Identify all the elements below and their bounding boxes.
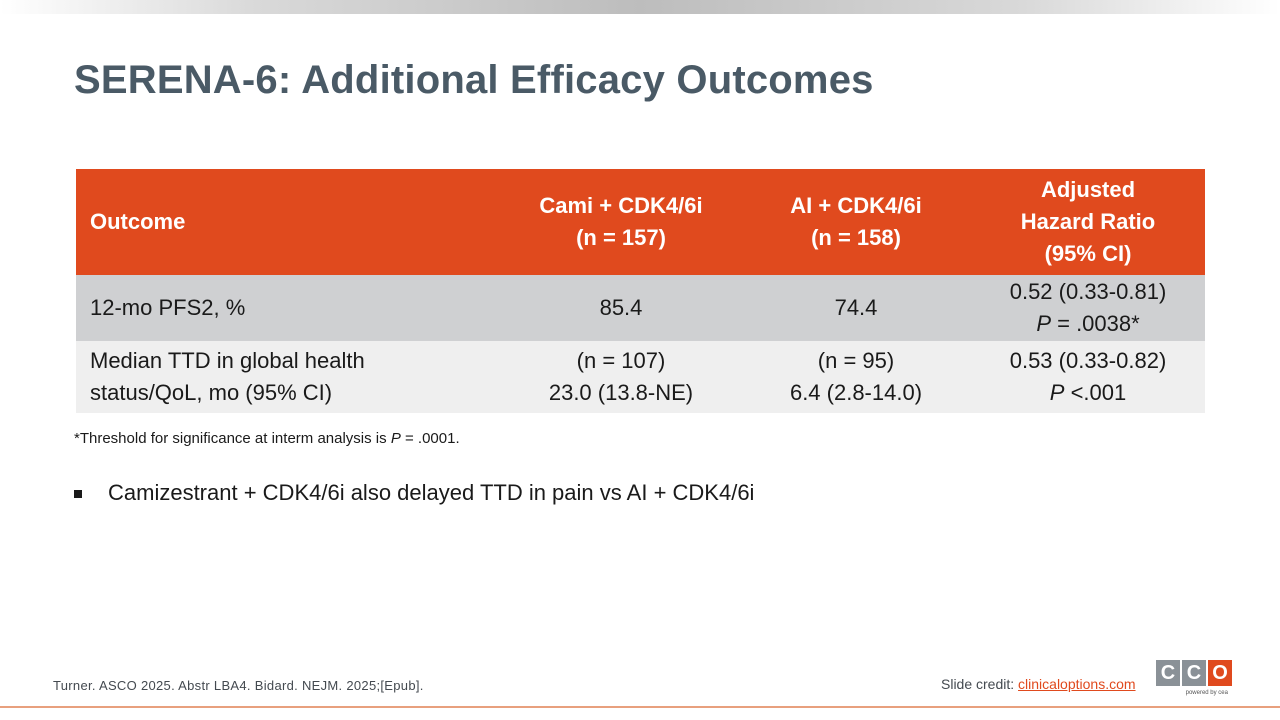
ai-value: 6.4 (2.8-14.0): [789, 380, 923, 405]
ai-n: (n = 95): [817, 348, 895, 373]
cco-logo: C C O powered by cea: [1156, 660, 1234, 706]
cami-n: (n = 107): [576, 348, 666, 373]
bullet-item: Camizestrant + CDK4/6i also delayed TTD …: [74, 480, 754, 506]
logo-letter-c2: C: [1182, 660, 1206, 686]
p-value: P = .0038*: [971, 308, 1205, 340]
header-ai: AI + CDK4/6i (n = 158): [741, 169, 971, 275]
header-hr-line-1: Adjusted: [1040, 177, 1136, 202]
table-row-ttd: Median TTD in global health status/QoL, …: [76, 341, 1205, 413]
cell-outcome: Median TTD in global health status/QoL, …: [76, 341, 501, 413]
header-cami: Cami + CDK4/6i (n = 157): [501, 169, 741, 275]
header-hr-line-2: Hazard Ratio: [1020, 209, 1156, 234]
footnote-text-before: *Threshold for significance at interm an…: [74, 430, 391, 447]
logo-letter-o: O: [1208, 660, 1232, 686]
cell-outcome: 12-mo PFS2, %: [76, 275, 501, 341]
cell-cami: (n = 107) 23.0 (13.8-NE): [501, 341, 741, 413]
citation: Turner. ASCO 2025. Abstr LBA4. Bidard. N…: [53, 678, 424, 693]
p-label: P: [1049, 380, 1065, 405]
cell-hazard-ratio: 0.53 (0.33-0.82) P <.001: [971, 341, 1205, 413]
cell-hazard-ratio: 0.52 (0.33-0.81) P = .0038*: [971, 275, 1205, 341]
outcome-line-2: status/QoL, mo (95% CI): [90, 380, 333, 405]
bullet-text: Camizestrant + CDK4/6i also delayed TTD …: [108, 480, 755, 505]
hr-value: 0.53 (0.33-0.82): [1009, 348, 1167, 373]
footnote-text-after: = .0001.: [400, 430, 460, 447]
table-row-pfs2: 12-mo PFS2, % 85.4 74.4 0.52 (0.33-0.81)…: [76, 275, 1205, 341]
slide-credit: Slide credit: clinicaloptions.com: [941, 676, 1136, 692]
header-hr-line-3: (95% CI): [1044, 241, 1132, 266]
outcome-line-1: Median TTD in global health: [90, 348, 365, 373]
header-cami-line-2: (n = 157): [576, 225, 666, 250]
logo-tagline: powered by cea: [1185, 690, 1228, 696]
header-outcome: Outcome: [76, 169, 501, 275]
header-cami-line-1: Cami + CDK4/6i: [539, 193, 703, 218]
header-ai-line-1: AI + CDK4/6i: [790, 193, 922, 218]
table-footnote: *Threshold for significance at interm an…: [74, 430, 460, 447]
header-ai-line-2: (n = 158): [811, 225, 901, 250]
outcomes-table: Outcome Cami + CDK4/6i (n = 157) AI + CD…: [76, 169, 1205, 413]
logo-letters: C C O: [1156, 660, 1234, 686]
p-value: P <.001: [971, 377, 1205, 409]
square-bullet-icon: [74, 490, 82, 498]
hr-value: 0.52 (0.33-0.81): [1009, 279, 1167, 304]
p-label: P: [1036, 311, 1051, 336]
header-hazard-ratio: Adjusted Hazard Ratio (95% CI): [971, 169, 1205, 275]
bottom-divider: [0, 706, 1280, 708]
table-header-row: Outcome Cami + CDK4/6i (n = 157) AI + CD…: [76, 169, 1205, 275]
credit-label: Slide credit:: [941, 676, 1019, 692]
p-number: = .0038*: [1051, 311, 1140, 336]
logo-letter-c1: C: [1156, 660, 1180, 686]
top-gradient-bar: [0, 0, 1280, 14]
footnote-p: P: [390, 430, 401, 447]
cell-ai: 74.4: [741, 275, 971, 341]
cell-cami: 85.4: [501, 275, 741, 341]
slide-title: SERENA-6: Additional Efficacy Outcomes: [74, 58, 874, 102]
p-number: <.001: [1064, 380, 1127, 405]
credit-link[interactable]: clinicaloptions.com: [1018, 676, 1136, 692]
cell-ai: (n = 95) 6.4 (2.8-14.0): [741, 341, 971, 413]
cami-value: 23.0 (13.8-NE): [548, 380, 694, 405]
